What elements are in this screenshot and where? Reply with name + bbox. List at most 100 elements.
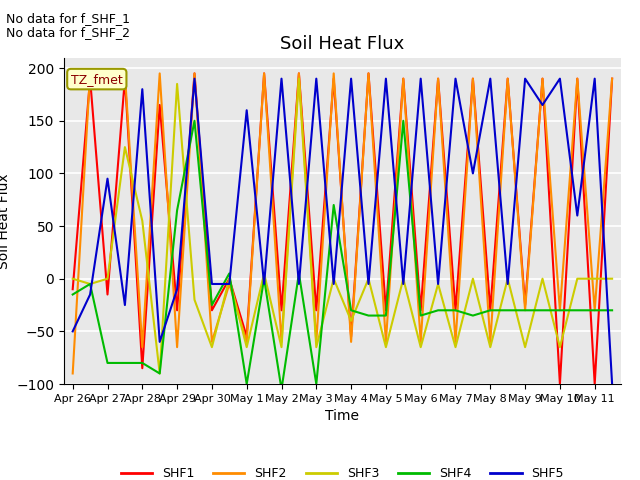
SHF2 <box>382 339 390 345</box>
SHF4 <box>69 292 77 298</box>
SHF5 <box>156 339 164 345</box>
SHF3 <box>417 344 424 350</box>
SHF3 <box>399 276 407 282</box>
SHF4 <box>104 360 111 366</box>
SHF1 <box>452 307 460 313</box>
SHF5 <box>521 76 529 82</box>
SHF2 <box>191 71 198 76</box>
SHF3 <box>173 81 181 87</box>
SHF3 <box>191 297 198 303</box>
SHF5 <box>225 281 233 287</box>
SHF3 <box>86 281 94 287</box>
SHF2 <box>452 339 460 345</box>
SHF4 <box>156 371 164 376</box>
SHF2 <box>521 307 529 313</box>
SHF2 <box>104 76 111 82</box>
SHF5 <box>556 76 564 82</box>
SHF4 <box>260 276 268 282</box>
SHF5 <box>417 76 424 82</box>
SHF2 <box>365 71 372 76</box>
SHF1 <box>278 307 285 313</box>
SHF5 <box>260 281 268 287</box>
SHF3 <box>608 276 616 282</box>
SHF3 <box>348 318 355 324</box>
SHF1 <box>573 76 581 82</box>
SHF3 <box>486 344 494 350</box>
SHF4 <box>382 312 390 318</box>
SHF5 <box>243 108 250 113</box>
SHF1 <box>330 76 337 82</box>
SHF3 <box>556 344 564 350</box>
SHF5 <box>539 102 547 108</box>
SHF2 <box>608 76 616 82</box>
SHF2 <box>435 76 442 82</box>
SHF2 <box>469 76 477 82</box>
SHF1 <box>469 76 477 82</box>
SHF5 <box>312 76 320 82</box>
SHF5 <box>86 292 94 298</box>
SHF2 <box>69 371 77 376</box>
SHF3 <box>435 281 442 287</box>
SHF2 <box>208 339 216 345</box>
SHF4 <box>435 307 442 313</box>
SHF1 <box>504 76 511 82</box>
SHF1 <box>417 307 424 313</box>
SHF5 <box>104 176 111 181</box>
SHF3 <box>208 344 216 350</box>
SHF5 <box>365 281 372 287</box>
SHF4 <box>539 307 547 313</box>
SHF4 <box>330 202 337 208</box>
SHF3 <box>504 276 511 282</box>
SHF1 <box>556 381 564 387</box>
SHF4 <box>191 118 198 124</box>
SHF4 <box>173 207 181 213</box>
SHF5 <box>121 302 129 308</box>
SHF2 <box>556 307 564 313</box>
SHF4 <box>208 302 216 308</box>
SHF3 <box>469 276 477 282</box>
Text: TZ_fmet: TZ_fmet <box>71 72 123 85</box>
SHF3 <box>452 344 460 350</box>
SHF3 <box>278 344 285 350</box>
SHF1 <box>69 287 77 292</box>
Line: SHF4: SHF4 <box>73 121 612 389</box>
SHF1 <box>225 276 233 282</box>
SHF4 <box>312 381 320 387</box>
SHF1 <box>191 71 198 76</box>
SHF1 <box>348 334 355 339</box>
X-axis label: Time: Time <box>325 409 360 423</box>
SHF2 <box>86 71 94 76</box>
SHF4 <box>556 307 564 313</box>
SHF1 <box>399 76 407 82</box>
SHF1 <box>260 71 268 76</box>
SHF4 <box>504 307 511 313</box>
SHF1 <box>243 334 250 339</box>
SHF1 <box>486 307 494 313</box>
SHF5 <box>348 76 355 82</box>
SHF4 <box>573 307 581 313</box>
SHF5 <box>469 170 477 176</box>
SHF3 <box>243 344 250 350</box>
SHF1 <box>104 292 111 298</box>
SHF3 <box>312 344 320 350</box>
SHF5 <box>69 328 77 334</box>
SHF2 <box>243 339 250 345</box>
SHF5 <box>452 76 460 82</box>
SHF5 <box>486 76 494 82</box>
Line: SHF3: SHF3 <box>73 79 612 373</box>
SHF1 <box>86 76 94 82</box>
SHF5 <box>399 281 407 287</box>
SHF1 <box>521 302 529 308</box>
Legend: SHF1, SHF2, SHF3, SHF4, SHF5: SHF1, SHF2, SHF3, SHF4, SHF5 <box>116 462 569 480</box>
SHF3 <box>69 276 77 282</box>
SHF5 <box>573 213 581 218</box>
SHF4 <box>486 307 494 313</box>
SHF2 <box>225 281 233 287</box>
SHF2 <box>312 339 320 345</box>
SHF4 <box>86 281 94 287</box>
SHF2 <box>348 339 355 345</box>
SHF3 <box>156 371 164 376</box>
SHF5 <box>382 76 390 82</box>
SHF4 <box>225 271 233 276</box>
SHF3 <box>573 276 581 282</box>
